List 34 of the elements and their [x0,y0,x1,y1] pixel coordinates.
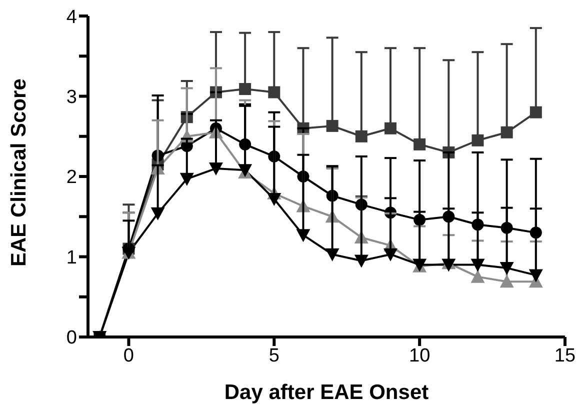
point [470,258,485,272]
x-axis-title: Day after EAE Onset [224,381,429,404]
x-tick-label: 5 [268,345,280,366]
x-tick-label: 0 [123,345,134,366]
point [325,248,340,262]
point [500,126,513,138]
point [208,162,223,176]
point [296,229,310,242]
point [326,120,338,132]
point [500,262,514,275]
y-tick-label: 0 [66,328,77,349]
x-tick-label: 15 [554,345,576,366]
point [383,248,398,262]
point [528,269,543,282]
point [268,86,280,98]
y-tick-label: 2 [66,167,77,188]
point [239,83,252,96]
point [530,106,542,118]
point [472,134,484,146]
point [354,254,368,268]
point [150,207,165,220]
x-tick-label: 10 [409,345,430,366]
y-axis-title: EAE Clinical Score [7,78,30,266]
point [355,130,368,142]
point [414,138,426,150]
point [500,274,514,288]
point [180,172,194,186]
y-tick-label: 4 [66,6,78,28]
point [267,192,282,206]
point [384,122,396,134]
y-tick-label: 3 [66,86,77,108]
point [470,270,485,283]
point [442,258,456,272]
y-tick-label: 1 [66,247,77,268]
